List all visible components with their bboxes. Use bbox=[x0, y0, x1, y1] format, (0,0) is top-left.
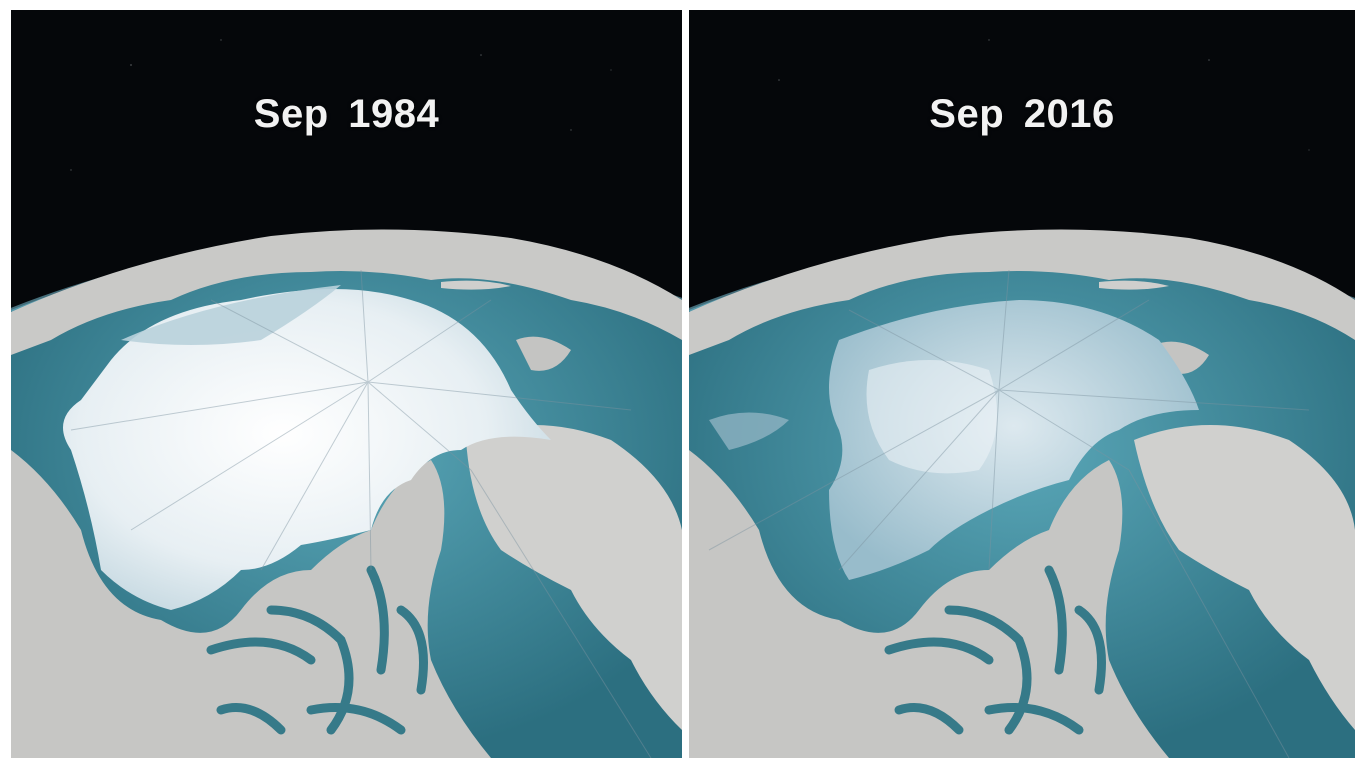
arctic-panel-2016: Sep 2016 bbox=[689, 10, 1355, 758]
land-canada bbox=[11, 450, 491, 758]
arctic-globe-1984 bbox=[11, 39, 682, 758]
land-canada bbox=[689, 450, 1169, 758]
land-eurasia bbox=[11, 229, 682, 355]
date-label-2016: Sep 2016 bbox=[929, 92, 1115, 136]
stars bbox=[778, 39, 1310, 151]
panel-divider bbox=[683, 10, 688, 758]
sea-ice bbox=[63, 289, 551, 610]
stars bbox=[70, 39, 612, 171]
graticule bbox=[708, 269, 1310, 758]
land-eurasia bbox=[689, 229, 1355, 355]
land-greenland bbox=[1134, 425, 1355, 730]
graticule bbox=[70, 269, 652, 758]
arctic-panel-1984: Sep 1984 bbox=[11, 10, 682, 758]
land-greenland bbox=[466, 425, 682, 730]
arctic-globe-2016 bbox=[689, 39, 1355, 758]
date-label-1984: Sep 1984 bbox=[253, 92, 440, 136]
